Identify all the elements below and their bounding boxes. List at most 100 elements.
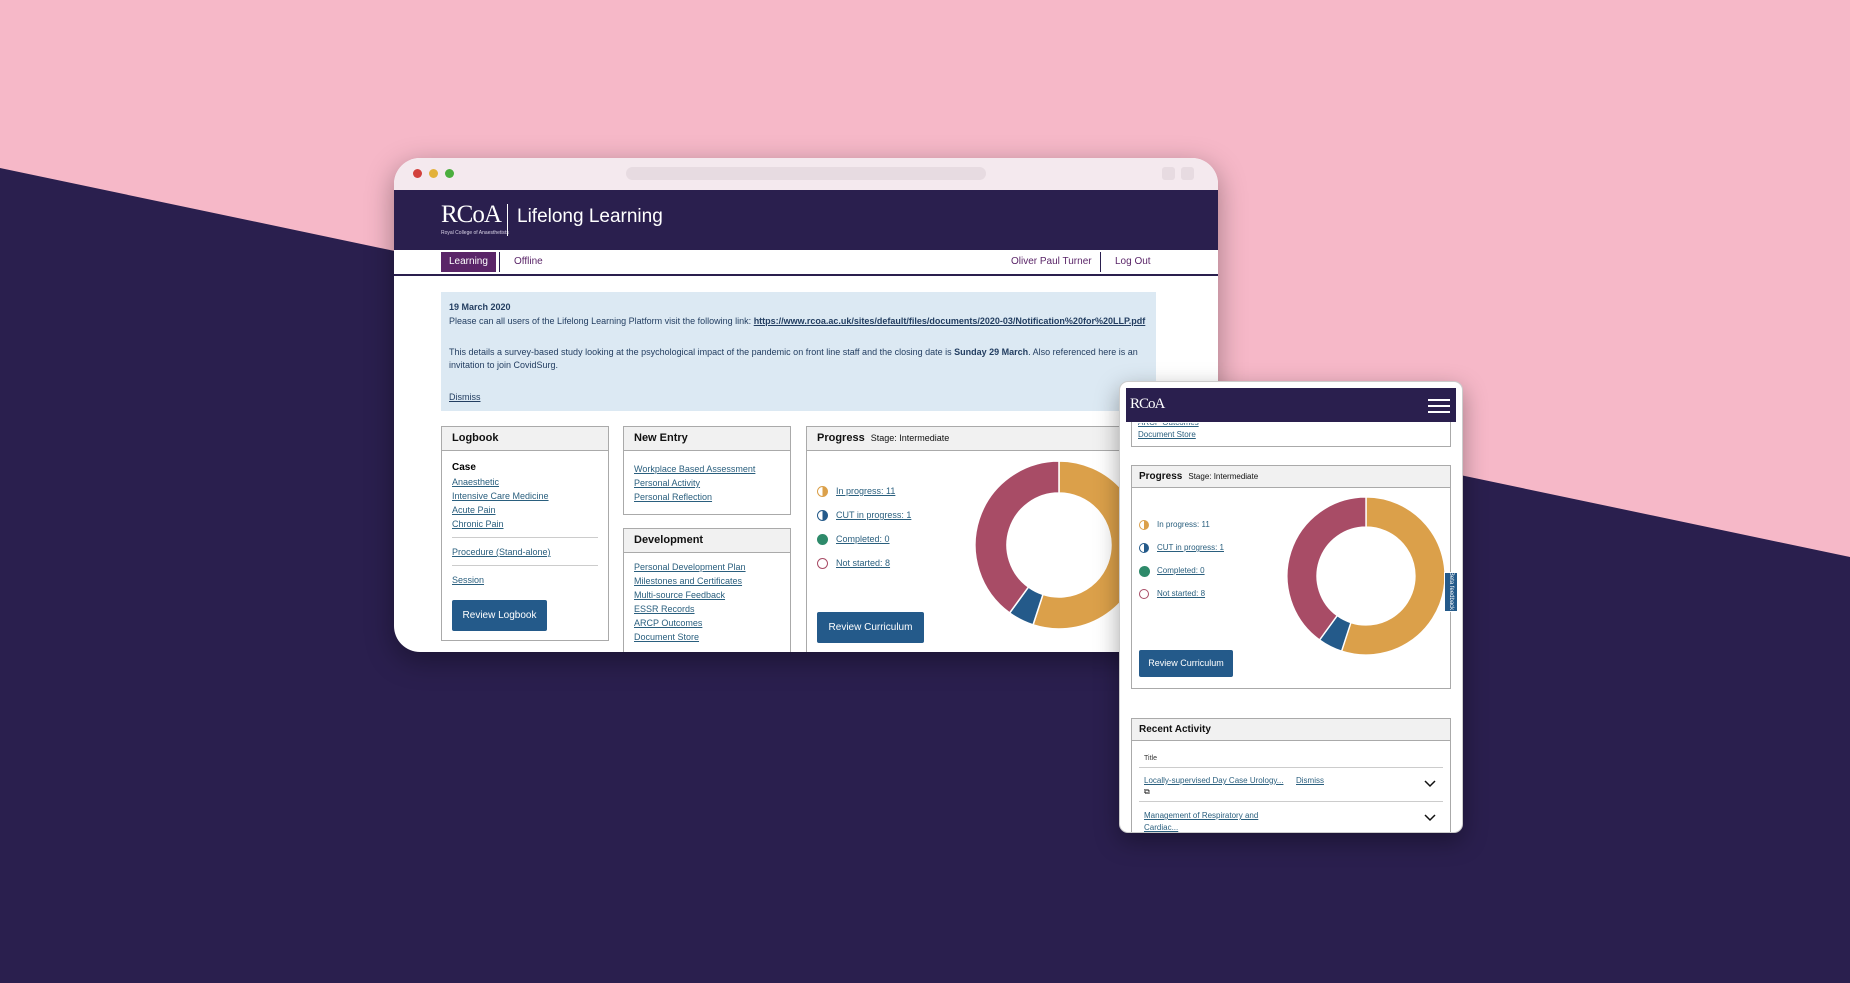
- beta-feedback-tab[interactable]: Beta feedback: [1444, 572, 1458, 612]
- nav-divider: [499, 252, 500, 272]
- development-card-partial: ARCP Outcomes Document Store: [1131, 422, 1451, 447]
- hamburger-menu-icon[interactable]: [1428, 399, 1450, 413]
- recent-row-1-dismiss[interactable]: Dismiss: [1296, 776, 1324, 785]
- review-logbook-button[interactable]: Review Logbook: [452, 600, 547, 631]
- chevron-down-icon[interactable]: [1424, 780, 1436, 788]
- nav-learning[interactable]: Learning: [441, 252, 496, 272]
- browser-menu-icon[interactable]: [1181, 167, 1194, 180]
- logbook-card: Logbook Case Anaesthetic Intensive Care …: [441, 426, 609, 641]
- legend-cut-in-progress[interactable]: CUT in progress: 1: [836, 510, 912, 520]
- logbook-session-link[interactable]: Session: [452, 575, 485, 585]
- logbook-case-label: Case: [452, 462, 476, 473]
- progress-donut-chart: [1286, 496, 1446, 656]
- dev-arcp-link[interactable]: ARCP Outcomes: [1138, 418, 1199, 427]
- dev-essr-link[interactable]: ESSR Records: [634, 604, 695, 614]
- divider: [1139, 801, 1443, 802]
- dev-document-store-link[interactable]: Document Store: [1138, 430, 1196, 439]
- rcoa-logo[interactable]: RCoA: [1130, 396, 1165, 412]
- notice-closing-date: Sunday 29 March: [954, 347, 1029, 357]
- rcoa-logo-subtitle: Royal College of Anaesthetists: [441, 230, 509, 236]
- progress-title: Progress: [817, 432, 865, 444]
- development-card: Development Personal Development Plan Mi…: [623, 528, 791, 652]
- cut-in-progress-icon: [817, 510, 828, 521]
- tablet-donut-slice-not-started: [1286, 496, 1367, 641]
- logbook-title: Logbook: [442, 427, 608, 451]
- close-window-icon[interactable]: [413, 169, 422, 178]
- progress-donut-chart: [974, 460, 1144, 630]
- new-entry-title: New Entry: [624, 427, 790, 451]
- recent-col-title: Title: [1144, 755, 1157, 762]
- nav-user-name[interactable]: Oliver Paul Turner: [1011, 256, 1092, 267]
- logbook-case-acute-pain[interactable]: Acute Pain: [452, 505, 496, 515]
- desktop-browser-window: RCoA Royal College of Anaesthetists Life…: [394, 158, 1218, 652]
- desktop-donut-slice-not-started: [974, 460, 1060, 615]
- tablet-device: ARCP Outcomes Document Store RCoA Progre…: [1119, 381, 1463, 833]
- review-curriculum-button[interactable]: Review Curriculum: [1139, 650, 1233, 677]
- notice-text-2b: . Also referenced here is an invitation …: [449, 347, 1138, 370]
- main-nav: Learning Offline Oliver Paul Turner Log …: [394, 250, 1218, 276]
- progress-card: Progress Stage: Intermediate In progress:…: [806, 426, 1144, 652]
- logbook-case-anaesthetic[interactable]: Anaesthetic: [452, 477, 500, 487]
- dev-arcp-link[interactable]: ARCP Outcomes: [634, 618, 703, 628]
- dev-milestones-link[interactable]: Milestones and Certificates: [634, 576, 743, 586]
- logbook-procedure-link[interactable]: Procedure (Stand-alone): [452, 547, 551, 557]
- not-started-icon: [1139, 589, 1149, 599]
- not-started-icon: [817, 558, 828, 569]
- completed-icon: [817, 534, 828, 545]
- notice-text-2a: This details a survey-based study lookin…: [449, 347, 952, 357]
- legend-in-progress[interactable]: In progress: 11: [836, 486, 896, 496]
- new-entry-wba-link[interactable]: Workplace Based Assessment: [634, 464, 756, 474]
- notice-link[interactable]: https://www.rcoa.ac.uk/sites/default/fil…: [753, 316, 1146, 326]
- rcoa-logo[interactable]: RCoA: [441, 201, 502, 228]
- chevron-down-icon[interactable]: [1424, 814, 1436, 822]
- logbook-case-icm[interactable]: Intensive Care Medicine: [452, 491, 549, 501]
- browser-action-icon[interactable]: [1162, 167, 1175, 180]
- new-entry-personal-reflection-link[interactable]: Personal Reflection: [634, 492, 713, 502]
- legend-not-started[interactable]: Not started: 8: [836, 558, 891, 568]
- legend-not-started[interactable]: Not started: 8: [1157, 589, 1206, 598]
- minimize-window-icon[interactable]: [429, 169, 438, 178]
- completed-icon: [1139, 566, 1150, 577]
- browser-chrome: [394, 158, 1218, 190]
- divider: [452, 537, 598, 538]
- notice-line-1: Please can all users of the Lifelong Lea…: [449, 315, 1149, 328]
- external-link-icon[interactable]: ⧉: [1144, 787, 1150, 796]
- logbook-case-chronic-pain[interactable]: Chronic Pain: [452, 519, 504, 529]
- cut-in-progress-icon: [1139, 543, 1149, 553]
- legend-in-progress: In progress: 11: [1157, 520, 1210, 529]
- legend-completed[interactable]: Completed: 0: [836, 534, 890, 544]
- progress-header: Progress Stage: Intermediate: [807, 427, 1137, 451]
- progress-header: Progress Stage: Intermediate: [1132, 466, 1450, 488]
- progress-title: Progress: [1139, 471, 1183, 482]
- notice-dismiss-link[interactable]: Dismiss: [449, 392, 481, 402]
- address-bar[interactable]: [626, 167, 986, 180]
- tablet-header: RCoA: [1126, 388, 1456, 422]
- nav-logout[interactable]: Log Out: [1115, 256, 1151, 267]
- in-progress-icon: [817, 486, 828, 497]
- legend-completed[interactable]: Completed: 0: [1157, 566, 1205, 575]
- site-title: Lifelong Learning: [517, 206, 663, 227]
- maximize-window-icon[interactable]: [445, 169, 454, 178]
- tablet-donut-slice-in-progress: [1340, 496, 1446, 656]
- dev-pdp-link[interactable]: Personal Development Plan: [634, 562, 746, 572]
- notice-banner: 19 March 2020 Please can all users of th…: [441, 292, 1156, 411]
- new-entry-personal-activity-link[interactable]: Personal Activity: [634, 478, 701, 488]
- divider: [452, 565, 598, 566]
- recent-row-2-link[interactable]: Management of Respiratory and Cardiac...: [1144, 811, 1259, 832]
- notice-date: 19 March 2020: [449, 302, 511, 312]
- recent-row-1-link[interactable]: Locally-supervised Day Case Urology...: [1144, 776, 1284, 785]
- beta-feedback-label: Beta feedback: [1448, 571, 1455, 611]
- dev-msf-link[interactable]: Multi-source Feedback: [634, 590, 726, 600]
- nav-offline[interactable]: Offline: [514, 256, 543, 267]
- review-curriculum-button[interactable]: Review Curriculum: [817, 612, 924, 643]
- recent-activity-title: Recent Activity: [1132, 719, 1450, 741]
- logo-divider: [507, 204, 508, 236]
- legend-cut-in-progress[interactable]: CUT in progress: 1: [1157, 543, 1224, 552]
- recent-activity-card: Recent Activity Title Locally-supervised…: [1131, 718, 1451, 832]
- in-progress-icon: [1139, 520, 1149, 530]
- progress-stage: Stage: Intermediate: [1188, 472, 1259, 481]
- divider: [1139, 767, 1443, 768]
- development-title: Development: [624, 529, 790, 553]
- dev-document-store-link[interactable]: Document Store: [634, 632, 700, 642]
- notice-line-2: This details a survey-based study lookin…: [449, 346, 1149, 372]
